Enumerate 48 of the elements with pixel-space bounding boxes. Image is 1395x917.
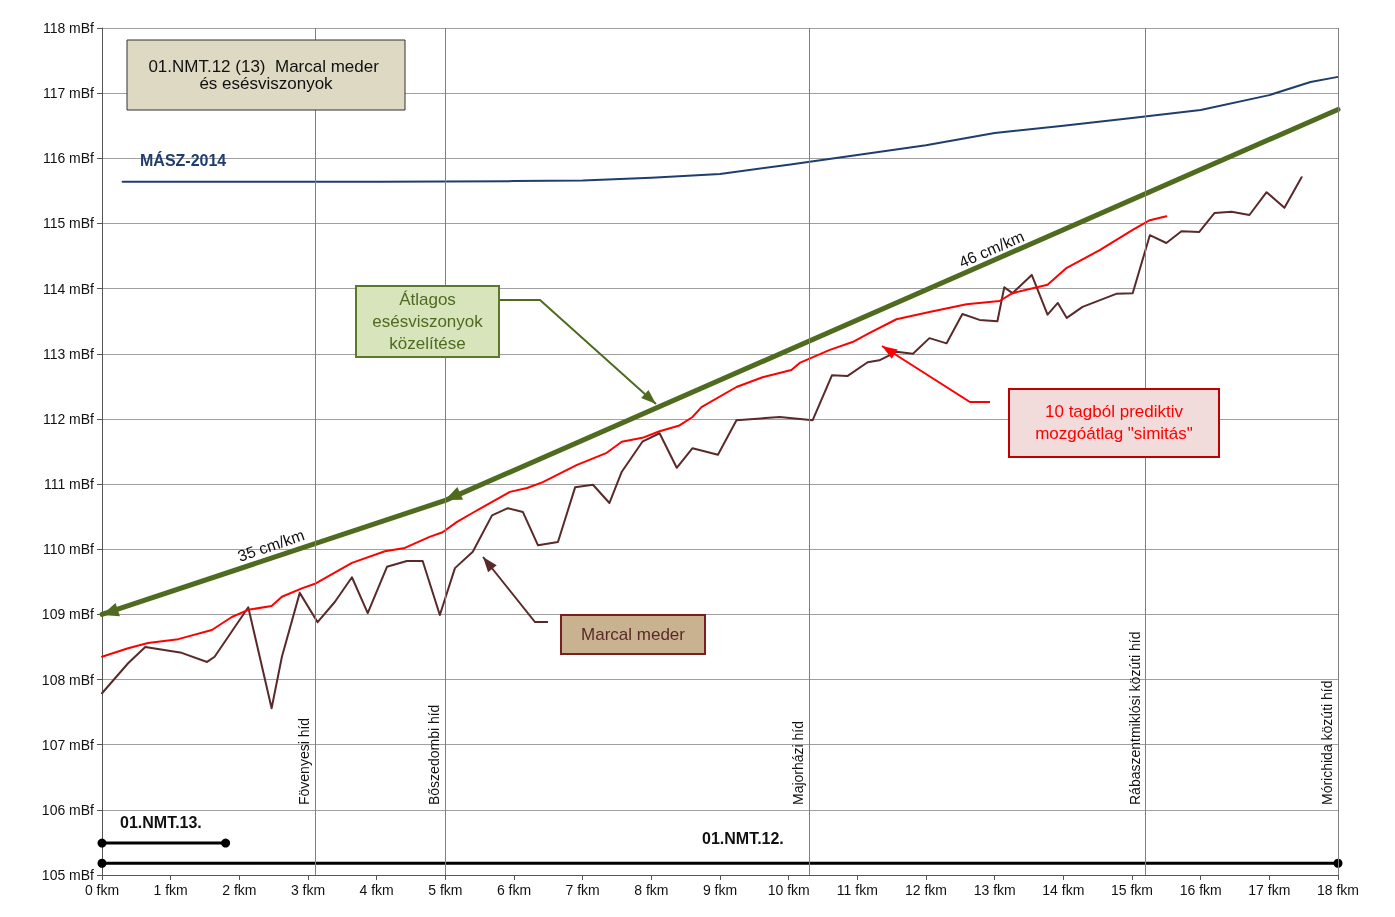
text-box: Marcal meder (560, 614, 706, 655)
y-tick-label: 109 mBf (41, 606, 95, 623)
annotation: 46 cm/km (956, 227, 1027, 271)
y-tick-label: 106 mBf (41, 801, 95, 818)
x-tick-label: 4 fkm (359, 882, 394, 898)
y-tick-label: 114 mBf (42, 280, 95, 297)
x-tick-label: 2 fkm (222, 882, 257, 898)
series-label: 01.NMT.12. (702, 829, 784, 847)
y-tick-label: 111 mBf (43, 476, 95, 493)
x-tick-label: 13 fkm (973, 882, 1016, 898)
x-tick-label: 7 fkm (565, 882, 600, 898)
y-tick-label: 117 mBf (42, 85, 95, 102)
line-series (121, 75, 1339, 183)
text-box: Átlagos esésviszonyok közelítése (355, 285, 500, 358)
x-tick-label: 6 fkm (496, 882, 532, 898)
x-tick-label: 11 fkm (836, 882, 878, 898)
x-tick-label: 10 fkm (767, 882, 810, 898)
x-tick-label: 17 fkm (1248, 882, 1291, 898)
y-tick-label: 107 mBf (41, 736, 95, 753)
y-tick-label: 113 mBf (42, 345, 95, 362)
x-tick-label: 5 fkm (428, 882, 463, 898)
ref-line-label: Bőszedombi híd (426, 704, 443, 805)
series-label: 01.NMT.13. (120, 813, 202, 831)
x-tick-label: 8 fkm (634, 882, 669, 898)
y-tick-label: 105 mBf (41, 867, 95, 883)
text: 01.NMT.12 (13) Marcal meder és esésviszonyok (148, 57, 384, 93)
x-tick-label: 18 fkm (1316, 882, 1360, 898)
ref-line-label: Majorházi híd (790, 720, 807, 805)
ref-line-label: Fövenyesi híd (295, 717, 312, 805)
y-tick-label: 110 mBf (42, 541, 95, 558)
text-box: 10 tagból prediktiv mozgóátlag "simitás" (1008, 388, 1220, 458)
series-label: MÁSZ-2014 (140, 150, 227, 169)
y-tick-label: 118 mBf (42, 20, 95, 36)
x-tick-label: 15 fkm (1110, 882, 1154, 898)
ref-line-label: Mórichida közúti híd (1319, 680, 1335, 805)
x-tick-label: 12 fkm (904, 882, 948, 898)
y-tick-label: 115 mBf (42, 215, 95, 232)
x-tick-label: 3 fkm (290, 882, 326, 898)
annotation: 35 cm/km (235, 526, 307, 565)
x-tick-label: 0 fkm (84, 882, 120, 898)
y-tick-label: 108 mBf (41, 671, 95, 688)
x-tick-label: 16 fkm (1179, 882, 1222, 898)
y-tick-label: 112 mBf (42, 410, 95, 427)
ref-line-label: Rábaszentmiklósi közúti híd (1126, 631, 1143, 805)
x-tick-label: 14 fkm (1042, 882, 1085, 898)
x-tick-label: 9 fkm (702, 882, 738, 898)
y-tick-label: 116 mBf (42, 150, 95, 167)
x-tick-label: 1 fkm (153, 882, 188, 898)
